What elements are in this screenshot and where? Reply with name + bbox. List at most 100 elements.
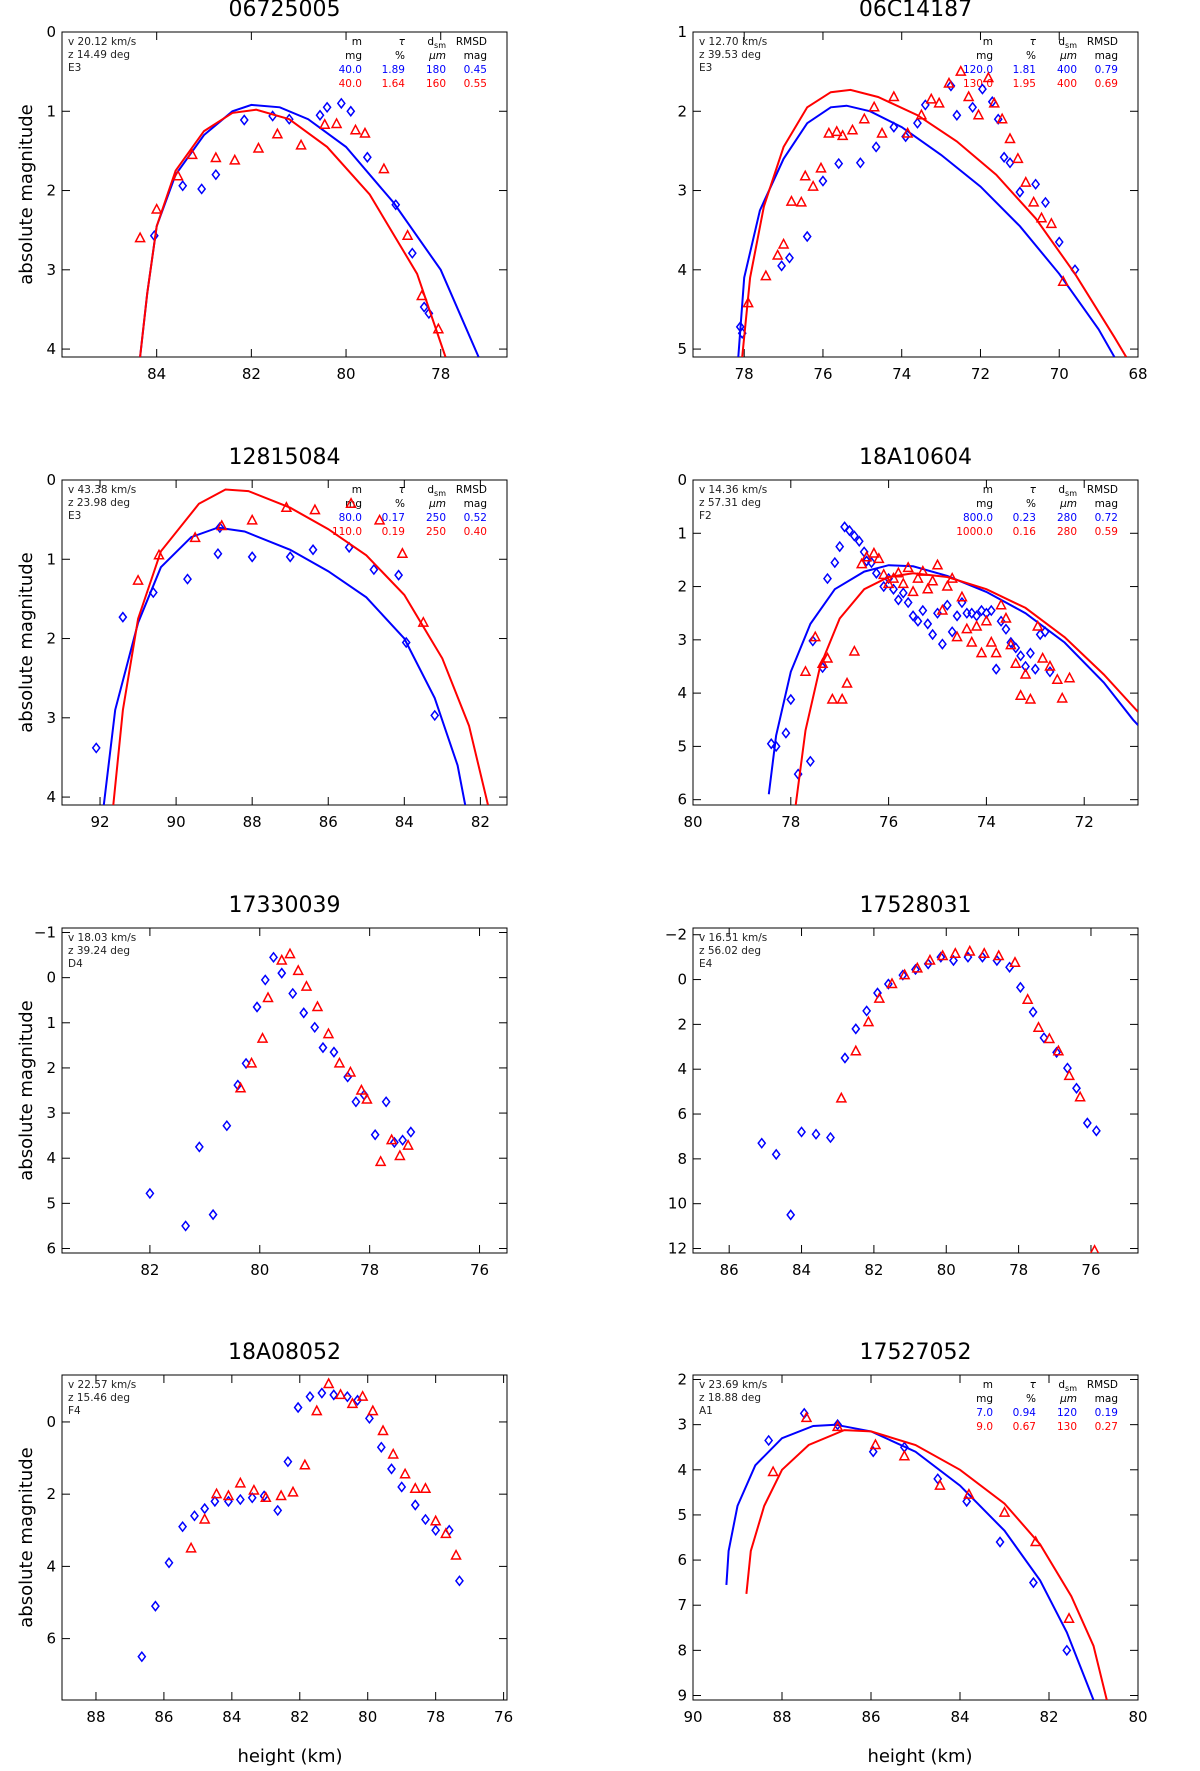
data-point-blue xyxy=(285,551,295,563)
data-point-red xyxy=(826,692,839,704)
data-point-red xyxy=(972,108,985,120)
data-point-blue xyxy=(862,1005,872,1017)
data-point-blue xyxy=(178,1520,188,1533)
data-point-red xyxy=(256,1031,269,1043)
data-point-red xyxy=(850,1044,862,1056)
data-point-red xyxy=(432,322,445,334)
x-tick-label: 84 xyxy=(222,1708,241,1726)
data-point-blue xyxy=(389,1136,399,1149)
data-point-red xyxy=(995,598,1007,610)
data-point-red xyxy=(189,531,201,543)
data-point-red xyxy=(399,1467,411,1479)
data-point-red xyxy=(912,571,924,583)
table-cell: 0.69 xyxy=(1095,78,1118,90)
data-point-red xyxy=(924,953,936,965)
table-cell: 0.17 xyxy=(382,512,405,524)
x-tick-label: 82 xyxy=(1039,1708,1058,1726)
info-line: F4 xyxy=(68,1405,81,1417)
data-point-blue xyxy=(247,551,257,563)
data-point-red xyxy=(276,953,288,965)
table-cell: 0.52 xyxy=(464,512,487,524)
data-point-red xyxy=(868,546,880,558)
data-point-red xyxy=(795,195,808,207)
table-cell: 0.19 xyxy=(382,526,405,538)
data-point-blue xyxy=(329,1389,339,1401)
y-tick-label: 5 xyxy=(677,1506,687,1524)
data-point-blue xyxy=(967,607,977,619)
data-point-red xyxy=(222,1489,235,1501)
data-point-red xyxy=(892,566,905,578)
table-header: RMSD xyxy=(1087,1379,1118,1391)
y-tick-label: 2 xyxy=(677,102,687,120)
data-point-blue xyxy=(118,611,128,623)
data-point-blue xyxy=(369,563,379,576)
data-point-blue xyxy=(811,1128,821,1140)
data-point-blue xyxy=(247,1492,257,1504)
x-tick-label: 84 xyxy=(950,1708,969,1726)
y-tick-label: 8 xyxy=(677,1150,687,1168)
y-tick-label: 10 xyxy=(668,1195,687,1213)
y-tick-label: 4 xyxy=(46,788,56,806)
x-tick-label: 78 xyxy=(781,813,800,831)
data-point-blue xyxy=(986,604,996,617)
data-point-blue xyxy=(145,1187,155,1200)
y-tick-label: 4 xyxy=(46,340,56,358)
data-point-red xyxy=(234,1081,247,1093)
x-tick-label: 90 xyxy=(167,813,186,831)
data-point-blue xyxy=(889,121,899,133)
data-point-red xyxy=(936,949,949,961)
info-line: D4 xyxy=(68,958,83,970)
data-point-blue xyxy=(871,141,881,153)
data-point-red xyxy=(215,519,228,531)
data-point-red xyxy=(963,1488,975,1499)
y-tick-label: 3 xyxy=(677,631,687,649)
data-point-blue xyxy=(893,594,903,606)
data-point-red xyxy=(868,100,880,112)
x-tick-label: 80 xyxy=(1128,1708,1147,1726)
data-point-red xyxy=(1012,152,1024,164)
data-point-red xyxy=(367,1404,379,1416)
data-point-red xyxy=(836,129,849,141)
fit-curve-blue xyxy=(102,526,467,805)
data-point-blue xyxy=(421,1513,430,1526)
data-point-red xyxy=(917,565,929,576)
table-cell: 250 xyxy=(426,526,446,538)
x-tick-label: 76 xyxy=(494,1708,513,1726)
data-point-blue xyxy=(398,1134,408,1146)
x-tick-label: 80 xyxy=(336,365,355,383)
x-tick-label: 86 xyxy=(154,1708,173,1726)
x-tick-label: 92 xyxy=(90,813,109,831)
data-point-red xyxy=(897,577,910,589)
data-point-blue xyxy=(260,974,270,986)
data-point-red xyxy=(1032,1021,1045,1032)
table-cell: 0.55 xyxy=(464,78,487,90)
data-point-blue xyxy=(1001,623,1011,635)
data-point-red xyxy=(898,1449,911,1461)
data-point-red xyxy=(956,590,968,602)
data-point-blue xyxy=(851,1023,861,1035)
data-point-red xyxy=(429,1514,442,1526)
data-point-red xyxy=(198,1512,211,1524)
data-point-red xyxy=(799,169,811,181)
data-point-red xyxy=(926,574,939,586)
x-tick-label: 84 xyxy=(792,1261,811,1279)
panel-title: 17527052 xyxy=(860,1340,972,1365)
data-point-blue xyxy=(1063,1062,1072,1074)
info-line: v 16.51 km/s xyxy=(699,932,767,944)
data-point-blue xyxy=(183,573,192,585)
data-point-blue xyxy=(942,599,952,611)
fit-curve-red xyxy=(745,1429,1108,1700)
table-header: m xyxy=(983,1379,993,1391)
data-point-red xyxy=(311,1000,324,1012)
data-point-blue xyxy=(336,97,346,110)
y-tick-label: 2 xyxy=(46,1059,56,1077)
data-point-red xyxy=(349,123,362,135)
table-unit: mg xyxy=(345,50,362,62)
x-tick-label: 76 xyxy=(470,1261,489,1279)
table-unit: % xyxy=(1026,50,1036,62)
data-point-blue xyxy=(305,1390,315,1403)
data-point-blue xyxy=(454,1575,464,1587)
y-tick-label: 2 xyxy=(677,1015,687,1033)
data-point-blue xyxy=(1041,196,1050,209)
table-unit: μm xyxy=(1059,498,1077,510)
